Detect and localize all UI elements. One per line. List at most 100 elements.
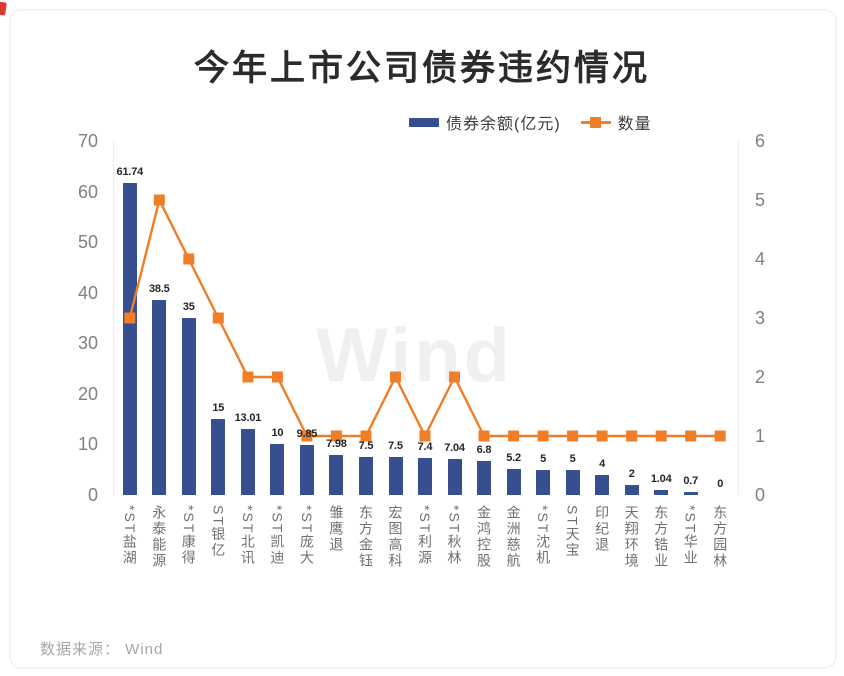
- count-line-marker: [212, 312, 224, 324]
- bar-value-label: 10: [271, 427, 284, 440]
- x-axis-label: 金鸿控股: [476, 505, 492, 569]
- count-line-marker: [271, 371, 283, 383]
- count-line-marker: [183, 253, 195, 265]
- bar-value-label: 5.2: [506, 451, 521, 464]
- line-series-swatch-icon: [580, 116, 611, 128]
- bar: [624, 484, 639, 495]
- y-axis-tick-right: 5: [755, 190, 766, 210]
- bar: [270, 444, 285, 495]
- legend-item-bond-balance: 债券余额(亿元): [409, 110, 561, 134]
- bar-value-label: 7.04: [444, 442, 465, 455]
- x-axis-label: 宏图高科: [387, 505, 404, 569]
- y-axis-tick-left: 50: [77, 232, 98, 253]
- bar-value-label: 7.98: [326, 437, 347, 450]
- x-axis-label: 永泰能源: [151, 505, 168, 569]
- count-line-marker: [685, 430, 697, 442]
- bar-value-label: 13.01: [234, 412, 262, 425]
- y-axis-tick-right: 0: [755, 485, 766, 505]
- x-axis-label: *ST庞大: [298, 505, 315, 567]
- y-axis-tick-left: 70: [77, 131, 98, 151]
- count-line-marker: [330, 430, 342, 442]
- x-axis-label: 金洲慈航: [505, 505, 522, 569]
- legend: 债券余额(亿元) 数量: [409, 110, 652, 134]
- y-axis-tick-right: 6: [755, 131, 766, 151]
- y-axis-tick-right: 2: [755, 367, 766, 387]
- wind-watermark: Wind: [316, 313, 514, 398]
- bar: [299, 445, 314, 495]
- y-axis-tick-right: 4: [755, 249, 766, 269]
- bar-value-label: 7.5: [388, 440, 403, 453]
- bar: [359, 457, 373, 495]
- x-axis-label: 天翔环境: [623, 505, 640, 569]
- y-axis-tick-left: 0: [87, 485, 98, 505]
- y-axis-tick-left: 20: [77, 383, 98, 404]
- y-axis-tick-left: 40: [77, 282, 98, 303]
- bar-value-label: 5: [569, 452, 576, 465]
- count-line-marker: [360, 430, 372, 442]
- x-axis-label: 印纪退: [594, 505, 611, 553]
- count-line-marker: [242, 371, 254, 383]
- bar: [329, 454, 344, 495]
- bar: [477, 460, 491, 495]
- bar: [683, 491, 698, 495]
- y-axis-tick-left: 60: [77, 181, 98, 202]
- count-line-marker: [124, 312, 136, 324]
- bar-value-label: 4: [599, 457, 606, 470]
- y-axis-tick-left: 30: [77, 333, 98, 354]
- count-line-marker: [714, 430, 726, 442]
- count-line-marker: [390, 371, 401, 383]
- x-axis-label: *ST利源: [417, 505, 433, 567]
- bar: [122, 182, 137, 495]
- count-line-marker: [567, 430, 579, 442]
- bar-value-label: 61.74: [116, 165, 144, 178]
- x-axis-label: *ST康得: [180, 505, 197, 567]
- x-axis-label: *ST沈机: [535, 505, 552, 567]
- right-axis-line: [738, 141, 739, 495]
- bar-series-swatch-icon: [409, 117, 439, 127]
- bar: [595, 474, 610, 495]
- count-line-marker: [596, 430, 608, 442]
- data-source-note: 数据来源： Wind: [40, 641, 164, 658]
- bar: [152, 300, 167, 495]
- bar-value-label: 2: [628, 467, 635, 480]
- count-line-marker: [449, 371, 460, 383]
- bar-value-label: 7.5: [358, 440, 374, 453]
- x-axis-label: 雏鹰退: [328, 505, 345, 553]
- x-axis-label: ST银亿: [210, 505, 227, 559]
- count-line-marker: [537, 430, 549, 442]
- bar: [211, 419, 226, 495]
- bar-value-label: 38.5: [148, 283, 170, 296]
- x-axis-label: 东方园林: [712, 505, 729, 569]
- bar: [388, 457, 403, 495]
- x-axis-label: *ST盐湖: [121, 505, 138, 567]
- bar-value-label: 0: [717, 478, 724, 490]
- bar-value-label: 6.8: [476, 443, 492, 456]
- bar: [565, 469, 580, 495]
- bar: [447, 459, 462, 495]
- y-axis-tick-right: 3: [755, 308, 766, 328]
- left-axis-line: [113, 141, 114, 495]
- count-line-marker: [478, 430, 490, 442]
- x-axis-label: 东方锆业: [653, 505, 670, 569]
- bar: [418, 457, 432, 495]
- bar: [240, 429, 255, 495]
- bar: [536, 469, 551, 495]
- bar: [506, 468, 521, 495]
- bar: [181, 318, 196, 495]
- x-axis-label: ST天宝: [564, 505, 581, 559]
- count-line-marker: [655, 430, 667, 442]
- legend-label: 数量: [617, 116, 652, 133]
- bar-value-label: 35: [182, 301, 195, 313]
- x-axis-label: *ST北讯: [239, 505, 256, 567]
- bar-value-label: 1.04: [650, 472, 672, 485]
- count-line-marker: [301, 430, 313, 442]
- count-line-marker: [153, 194, 165, 206]
- count-line-marker: [626, 430, 638, 442]
- bar-value-label: 0.7: [683, 474, 699, 487]
- x-axis-label: *ST华业: [682, 505, 699, 567]
- legend-label: 债券余额(亿元): [446, 116, 561, 133]
- bar-value-label: 5: [540, 452, 547, 465]
- count-line-marker: [419, 430, 431, 442]
